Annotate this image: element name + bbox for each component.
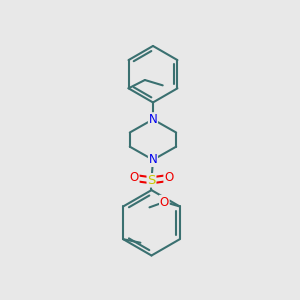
Text: S: S [147,174,156,187]
Text: O: O [164,171,173,184]
Text: O: O [130,171,139,184]
Text: N: N [148,113,157,126]
Text: N: N [148,153,157,166]
Text: O: O [160,196,169,208]
